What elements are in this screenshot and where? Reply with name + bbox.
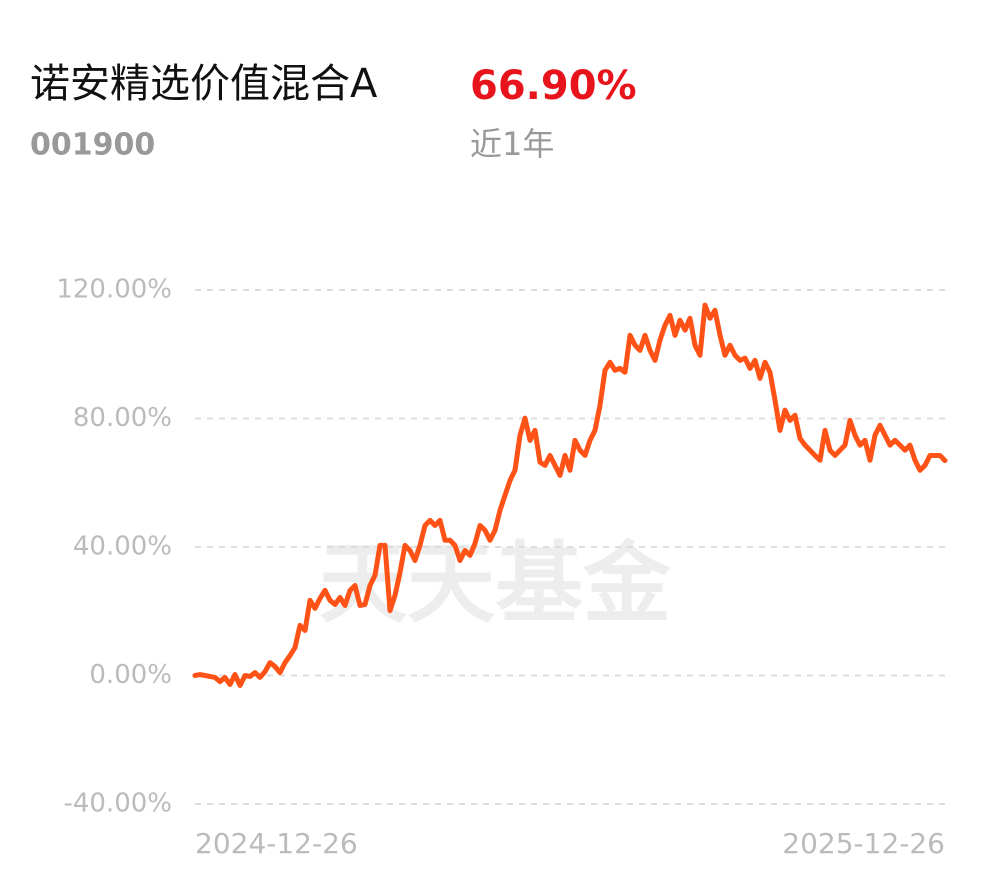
y-tick-label: 40.00%	[73, 532, 172, 562]
period-label: 近1年	[470, 125, 554, 163]
x-tick-label: 2025-12-26	[782, 827, 945, 860]
return-value: 66.90%	[470, 63, 637, 109]
y-tick-label: 0.00%	[89, 660, 172, 690]
fund-code: 001900	[30, 128, 155, 163]
data-line	[192, 302, 948, 688]
x-tick-label: 2024-12-26	[195, 827, 358, 860]
y-tick-label: 120.00%	[56, 275, 172, 305]
y-tick-label: 80.00%	[73, 403, 172, 433]
fund-name: 诺安精选价值混合A	[30, 61, 378, 107]
y-tick-label: -40.00%	[63, 789, 172, 819]
